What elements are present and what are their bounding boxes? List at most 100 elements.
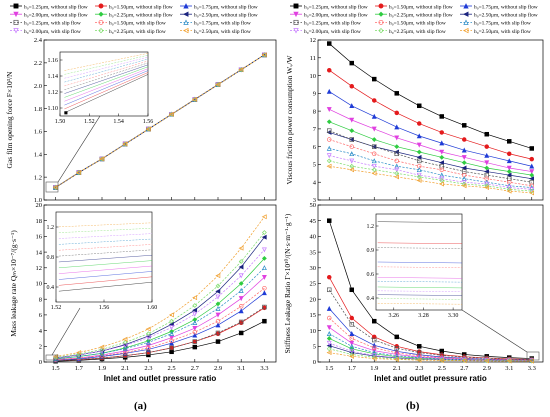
data-point <box>416 357 422 363</box>
data-point <box>145 339 151 345</box>
data-point <box>462 123 467 128</box>
data-point <box>416 133 422 139</box>
inset-series-line <box>377 303 463 305</box>
data-point <box>372 98 377 103</box>
y-tick-label: 7 <box>313 126 317 133</box>
data-point <box>372 318 377 324</box>
data-point <box>238 259 244 264</box>
data-point <box>238 304 244 309</box>
inset-series-line <box>58 233 153 239</box>
legend-marker <box>13 3 19 9</box>
legend-label: h₀=1.75μm, with slip flow <box>194 20 251 27</box>
data-point <box>122 141 128 147</box>
data-point <box>417 121 422 126</box>
inset-series-line <box>58 254 153 263</box>
data-point <box>169 340 175 346</box>
data-point <box>349 336 355 341</box>
data-point <box>349 128 355 134</box>
inset-series-line <box>58 249 153 257</box>
data-point <box>416 142 422 148</box>
x-tick-label: 2.5 <box>168 365 176 372</box>
data-point <box>371 170 377 176</box>
data-point <box>261 290 267 296</box>
data-point <box>506 169 512 174</box>
data-point <box>326 163 332 169</box>
legend-marker <box>183 19 189 25</box>
inset-x-tick-label: 3.26 <box>389 313 400 319</box>
x-tick-label: 3.3 <box>260 365 268 372</box>
legend-marker <box>13 19 19 25</box>
data-point <box>145 126 151 132</box>
inset-series-line <box>64 66 149 98</box>
x-tick-label: 2.5 <box>438 365 446 372</box>
data-point <box>122 353 128 358</box>
series-line <box>329 132 532 180</box>
y-tick-label: 35 <box>310 249 317 256</box>
inset-b-bottom: 3.26 3.28 3.30 0.4 0.6 0.9 1.2 <box>367 213 463 319</box>
data-point <box>529 172 535 178</box>
data-point <box>371 126 377 132</box>
data-point <box>215 301 221 307</box>
data-point <box>394 334 400 340</box>
y-tick-label: 12 <box>310 37 317 44</box>
data-point <box>327 67 332 73</box>
data-point <box>76 353 82 359</box>
zoom-box-b-bottom <box>526 351 540 361</box>
legend-label: h₀=1.75μm, without slip flow <box>194 3 258 10</box>
data-point <box>326 145 332 151</box>
y-tick-label: 8 <box>39 296 42 303</box>
legend-marker <box>378 28 384 34</box>
data-point <box>394 357 399 362</box>
inset-y-tick-label: 0.8 <box>47 255 55 261</box>
legend-marker <box>293 3 299 9</box>
inset-series-line <box>64 53 149 71</box>
legend-label: h₀=2.25μm, without slip flow <box>109 12 173 19</box>
data-point <box>326 305 332 311</box>
inset-series-line <box>64 58 149 83</box>
inset-y-tick-label: 1.16 <box>48 58 59 64</box>
plot-frame <box>317 39 544 201</box>
data-point <box>462 355 467 360</box>
y-tick-label: 9 <box>313 91 316 98</box>
data-point <box>394 91 400 96</box>
y-axis-label: Mass leakage rate Qₘ×10⁻⁷/(g·s⁻¹) <box>9 230 18 337</box>
data-point <box>238 319 244 325</box>
series-line <box>329 165 532 194</box>
inset-series-line <box>377 290 463 292</box>
legend-marker <box>293 28 299 34</box>
series-line <box>329 160 532 192</box>
inset-series-line <box>58 276 153 286</box>
data-point <box>349 117 355 123</box>
y-tick-label: 2 <box>39 344 42 351</box>
data-point <box>461 181 467 187</box>
data-point <box>372 76 377 82</box>
inset-series-line <box>64 56 149 79</box>
inset-series-line <box>58 271 153 280</box>
data-point <box>326 350 332 356</box>
data-point <box>461 358 467 363</box>
inset-x-tick-label: 1.54 <box>113 119 124 125</box>
inset-y-tick-label: 1.10 <box>48 106 59 112</box>
inset-series-line <box>377 298 463 300</box>
legend-label: h₀=2.25μm, with slip flow <box>109 28 166 35</box>
y-tick-label: 8 <box>313 108 316 115</box>
inset-point <box>64 111 68 115</box>
inset-series-line <box>58 260 153 269</box>
legend-marker <box>13 11 19 18</box>
data-point <box>99 350 105 356</box>
legend-label: h₀=2.00μm, with slip flow <box>304 28 361 35</box>
y-tick-label: 6 <box>39 312 43 319</box>
data-point <box>439 130 445 135</box>
y-tick-label: 12 <box>36 265 43 272</box>
y-tick-label: 0 <box>39 359 42 366</box>
x-tick-label: 2.9 <box>483 365 491 372</box>
data-point <box>261 234 267 240</box>
data-point <box>349 60 355 66</box>
data-point <box>349 151 355 157</box>
data-point <box>145 326 151 332</box>
data-point <box>326 158 332 164</box>
data-point <box>53 356 59 362</box>
data-point <box>461 165 467 171</box>
y-tick-label: 5 <box>313 162 316 169</box>
legend-marker <box>98 19 104 25</box>
